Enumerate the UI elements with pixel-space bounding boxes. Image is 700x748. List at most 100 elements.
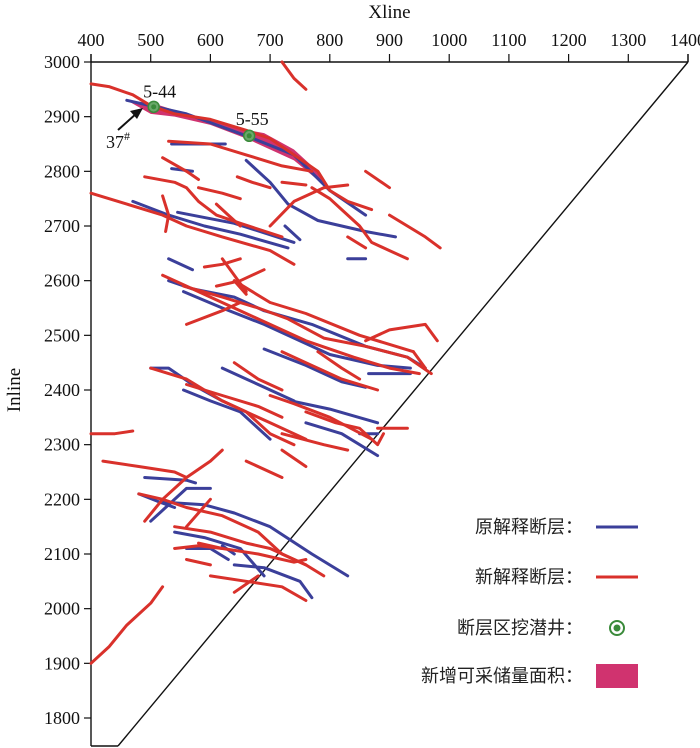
new-fault-line — [214, 202, 242, 228]
x-tick-label: 800 — [316, 30, 343, 50]
original-fault-line — [182, 388, 272, 441]
x-tick-label: 1300 — [610, 30, 646, 50]
new-fault-line — [214, 268, 266, 288]
y-tick-label: 2100 — [44, 544, 80, 564]
new-fault-line — [143, 175, 284, 239]
x-tick-label: 900 — [376, 30, 403, 50]
well-marker-center — [246, 133, 252, 139]
y-axis-title: Inline — [4, 368, 25, 412]
y-tick-label: 2000 — [44, 599, 80, 619]
well-marker-center — [613, 624, 621, 632]
new-fault-line — [310, 186, 409, 261]
y-tick-label: 2200 — [44, 489, 80, 509]
y-tick-label: 1800 — [44, 708, 80, 728]
new-fault-line — [185, 497, 212, 529]
new-fault-line — [235, 175, 272, 190]
new-fault-line — [173, 525, 308, 567]
new-fault-line — [364, 322, 439, 343]
new-fault-line — [280, 60, 308, 91]
well-marker-icon — [609, 620, 625, 636]
axes: 400 500 600 700 800 900 1000 1100 1200 1300 1400 30… — [4, 2, 700, 747]
new-fault-line — [143, 448, 224, 523]
new-fault-line — [280, 448, 308, 468]
y-tick-label: 3000 — [44, 52, 80, 72]
x-tick-label: 1400 — [670, 30, 700, 50]
new-fault-line — [167, 139, 314, 173]
new-fault-line — [89, 429, 135, 436]
y-tick-label: 1900 — [44, 653, 80, 673]
x-tick-label: 1100 — [491, 30, 526, 50]
original-fault-line — [232, 563, 314, 600]
new-fault-line — [280, 350, 380, 392]
new-fault-line — [316, 350, 362, 381]
new-fault-line — [202, 257, 242, 269]
new-fault-line — [197, 186, 242, 201]
original-fault-line — [304, 421, 380, 458]
x-tick-label: 700 — [257, 30, 284, 50]
annotation-superscript: # — [124, 129, 130, 143]
original-fault-line — [262, 347, 368, 389]
well-label: 5-44 — [143, 82, 176, 102]
original-fault-line — [131, 199, 290, 250]
new-reserve-area-polygon — [126, 100, 333, 194]
original-fault-line — [182, 290, 412, 370]
well-label: 5-55 — [236, 109, 269, 129]
new-fault-line — [208, 574, 308, 602]
legend-label: 原解释断层： — [475, 517, 583, 538]
legend-label: 断层区挖潜井： — [457, 618, 583, 639]
original-fault-line — [173, 530, 266, 578]
new-fault-line — [268, 394, 374, 441]
legend-label: 新增可采储量面积： — [421, 666, 583, 687]
arrow-icon — [117, 112, 138, 131]
new-fault-line — [280, 432, 350, 452]
x-tick-label: 1000 — [431, 30, 467, 50]
diagonal-boundary-line — [117, 61, 689, 747]
original-fault-line — [149, 486, 212, 523]
new-fault-line — [185, 383, 284, 419]
y-tick-label: 2600 — [44, 271, 80, 291]
x-tick-label: 1200 — [551, 30, 587, 50]
x-tick-label: 600 — [197, 30, 224, 50]
legend-label: 新解释断层： — [475, 567, 583, 588]
original-fault-line — [244, 158, 397, 239]
new-fault-line — [89, 191, 296, 266]
y-tick-label: 2400 — [44, 380, 80, 400]
new-fault-line — [173, 544, 224, 550]
original-fault-line — [283, 224, 302, 242]
new-fault-line — [89, 585, 165, 665]
well-marker-center — [151, 104, 157, 110]
original-fault-line — [161, 500, 350, 578]
new-fault-line — [220, 399, 296, 447]
x-axis-title: Xline — [368, 2, 410, 23]
wells — [147, 100, 256, 143]
y-tick-label: 2500 — [44, 325, 80, 345]
original-fault-line — [176, 210, 296, 244]
x-tick-label: 500 — [137, 30, 164, 50]
new-reserve-area — [126, 100, 333, 194]
new-fault-line — [182, 284, 433, 376]
new-faults — [89, 60, 442, 665]
new-fault-line — [346, 235, 368, 250]
original-fault-line — [185, 547, 230, 561]
new-fault-line — [268, 183, 350, 228]
new-fault-line — [89, 82, 374, 212]
new-fault-line — [185, 558, 212, 567]
original-fault-line — [289, 399, 380, 425]
annotation-37: 37# — [106, 129, 130, 152]
original-fault-line — [167, 257, 194, 272]
new-fault-line — [232, 279, 415, 354]
new-fault-line — [232, 361, 284, 392]
new-fault-line — [304, 410, 385, 447]
new-fault-line — [364, 169, 391, 190]
y-tick-label: 2800 — [44, 161, 80, 181]
new-fault-line — [232, 574, 260, 594]
legend: 原解释断层： 新解释断层： 断层区挖潜井： 新增可采储量面积： — [421, 517, 638, 688]
new-fault-line — [161, 194, 171, 233]
legend-area-swatch-icon — [596, 664, 638, 688]
new-fault-line — [280, 180, 308, 187]
new-fault-line — [185, 301, 242, 326]
y-tick-label: 2700 — [44, 216, 80, 236]
annotations: 5-44 5-55 37# — [106, 82, 269, 152]
new-fault-line — [101, 459, 188, 479]
